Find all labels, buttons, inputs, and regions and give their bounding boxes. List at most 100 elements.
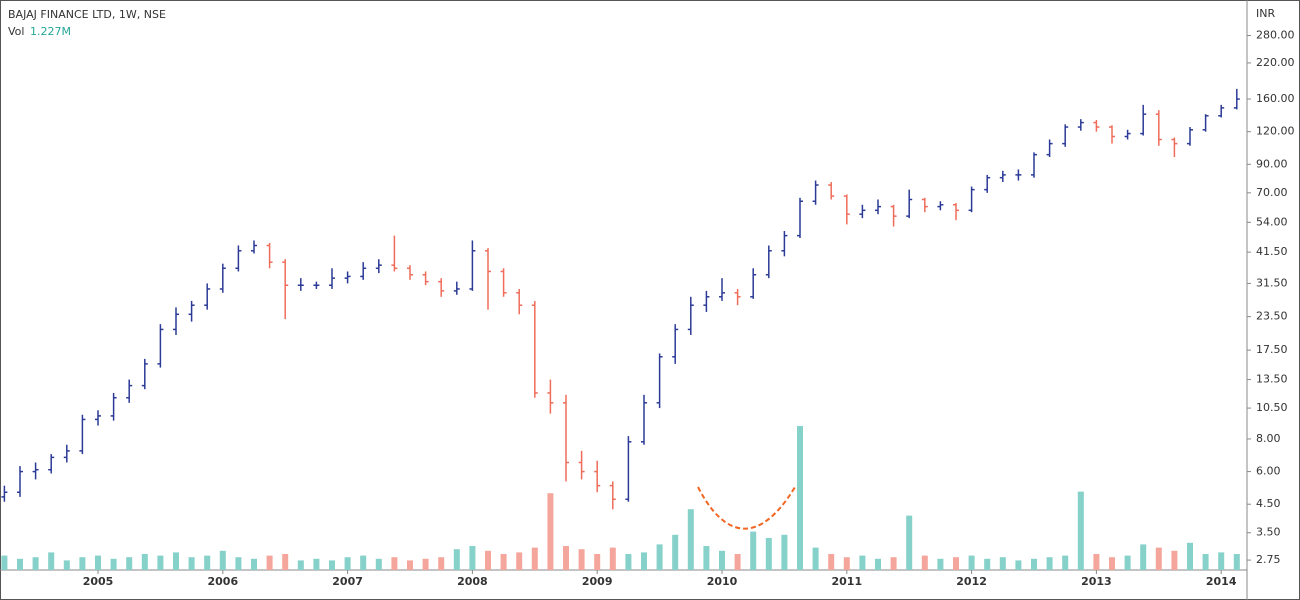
volume-bar: [797, 426, 803, 570]
volume-bar: [921, 555, 928, 570]
volume-bar: [282, 554, 289, 570]
y-tick-label: 31.50: [1256, 276, 1288, 289]
volume-bar: [828, 554, 835, 570]
volume-bar: [656, 544, 663, 570]
annotation-curve: [697, 486, 796, 530]
volume-bar: [110, 558, 117, 570]
volume-bar: [422, 558, 429, 570]
y-tick-label: 280.00: [1256, 29, 1295, 42]
y-tick-label: 17.50: [1256, 343, 1288, 356]
volume-bar: [1015, 560, 1022, 570]
y-tick-label: 41.50: [1256, 245, 1288, 258]
y-tick-label: 10.50: [1256, 401, 1288, 414]
volume-bar: [204, 555, 211, 570]
volume-bar: [126, 557, 133, 570]
volume-bar: [391, 557, 398, 570]
volume-bar: [890, 557, 897, 570]
y-tick-label: 70.00: [1256, 186, 1288, 199]
volume-bar: [48, 552, 55, 570]
volume-bar: [1109, 557, 1115, 570]
volume-bar: [17, 558, 23, 570]
volume-bar: [375, 558, 382, 570]
volume-bar: [1218, 552, 1225, 570]
y-tick-label: 90.00: [1256, 157, 1288, 170]
x-tick-label: 2012: [956, 575, 987, 588]
volume-bar: [251, 558, 257, 570]
volume-bar: [329, 560, 335, 570]
volume-bar: [1140, 544, 1147, 570]
y-tick-label: 54.00: [1256, 215, 1288, 228]
volume-bar: [1155, 547, 1162, 570]
volume-bar: [1187, 542, 1193, 570]
y-tick-label: 6.00: [1256, 465, 1281, 478]
volume-bar: [984, 558, 991, 570]
volume-bar: [266, 555, 273, 570]
volume-bar: [32, 557, 39, 570]
volume-bar: [968, 555, 975, 570]
volume-bar: [859, 555, 866, 570]
volume-bar: [407, 560, 413, 570]
volume-bar: [469, 546, 476, 570]
volume-bar: [1233, 554, 1240, 570]
volume-bar: [1062, 555, 1069, 570]
y-tick-label: 160.00: [1256, 92, 1295, 105]
y-tick-label: 4.50: [1256, 497, 1281, 510]
volume-bar: [1171, 550, 1178, 570]
volume-bar: [157, 555, 164, 570]
volume-bar: [672, 534, 679, 570]
x-tick-label: 2011: [831, 575, 862, 588]
volume-bar: [79, 557, 86, 570]
volume-bar: [734, 554, 741, 570]
y-tick-label: 23.50: [1256, 310, 1288, 323]
y-tick-label: 2.75: [1256, 553, 1281, 566]
y-tick-label: 13.50: [1256, 373, 1288, 386]
volume-bar: [547, 493, 554, 570]
volume-bar: [578, 549, 585, 570]
y-tick-label: 8.00: [1256, 432, 1281, 445]
volume-bar: [219, 550, 226, 570]
y-tick-label: 220.00: [1256, 56, 1295, 69]
volume-bar: [703, 546, 710, 570]
volume-bar: [297, 560, 304, 570]
volume-bar: [438, 557, 445, 570]
volume-bar: [563, 546, 569, 570]
volume-bar: [594, 554, 601, 570]
volume-bar: [625, 554, 632, 570]
volume-bar: [687, 509, 694, 570]
volume-bar: [641, 552, 647, 570]
x-tick-label: 2009: [582, 575, 613, 588]
x-tick-label: 2010: [707, 575, 738, 588]
volume-bar: [1077, 491, 1084, 570]
volume-bar: [843, 557, 850, 570]
volume-bar: [95, 555, 101, 570]
volume-bar: [313, 558, 320, 570]
volume-bar: [1031, 558, 1037, 570]
volume-bar: [1124, 555, 1131, 570]
volume-bar: [453, 549, 460, 570]
volume-bar: [781, 534, 788, 570]
x-tick-label: 2013: [1081, 575, 1112, 588]
x-tick-label: 2007: [332, 575, 363, 588]
volume-bar: [1, 555, 8, 570]
volume-bar: [953, 557, 959, 570]
volume-bar: [516, 552, 523, 570]
plot: [1, 88, 1240, 570]
volume-bar: [63, 560, 70, 570]
volume-bar: [609, 547, 616, 570]
volume-bar: [812, 547, 819, 570]
volume-bar: [500, 554, 507, 570]
volume-bar: [999, 557, 1006, 570]
volume-bar: [173, 552, 179, 570]
volume-bar: [1202, 554, 1209, 570]
volume-bar: [765, 538, 772, 570]
volume-bar: [906, 515, 913, 570]
volume-bar: [485, 550, 491, 570]
volume-name: Vol: [8, 25, 24, 38]
x-tick-label: 2005: [83, 575, 114, 588]
volume-bar: [141, 554, 148, 570]
x-tick-label: 2014: [1206, 575, 1237, 588]
volume-bar: [531, 547, 538, 570]
y-tick-label: 3.50: [1256, 526, 1281, 539]
